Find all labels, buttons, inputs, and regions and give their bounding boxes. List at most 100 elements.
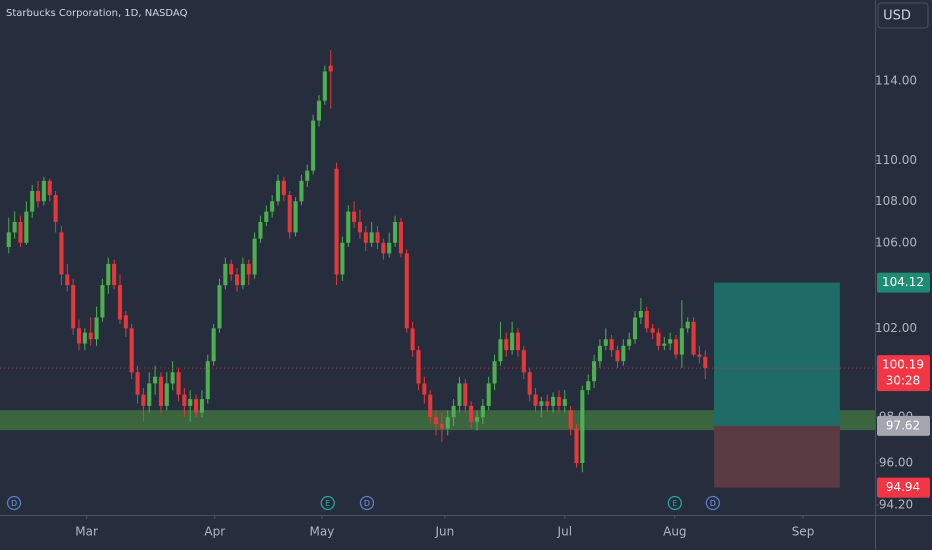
candle-body bbox=[586, 381, 591, 391]
candle-body bbox=[229, 263, 234, 275]
event-label: E bbox=[325, 499, 330, 508]
candle-body bbox=[545, 401, 550, 406]
y-tick-label: 94.20 bbox=[879, 498, 913, 512]
candle-body bbox=[445, 417, 450, 429]
x-tick-label: May bbox=[310, 525, 335, 539]
candle-body bbox=[275, 180, 281, 202]
candle-body bbox=[504, 339, 509, 351]
candle-body bbox=[246, 263, 251, 275]
plot-area bbox=[0, 50, 875, 488]
candle-body bbox=[205, 361, 210, 400]
candle-body bbox=[240, 263, 245, 286]
y-tick-label: 110.00 bbox=[875, 153, 917, 167]
currency-box[interactable] bbox=[877, 2, 929, 29]
candle-body bbox=[158, 376, 164, 406]
candle-body bbox=[527, 372, 532, 395]
candle-body bbox=[463, 383, 468, 406]
candle-body bbox=[387, 242, 392, 254]
candle-body bbox=[94, 317, 99, 340]
candle-body bbox=[182, 394, 187, 406]
event-marker bbox=[320, 495, 335, 511]
candle-body bbox=[311, 120, 316, 171]
candle-body bbox=[428, 394, 433, 418]
event-marker bbox=[667, 495, 682, 511]
last-price-box bbox=[877, 355, 930, 392]
candle-body bbox=[328, 65, 333, 72]
candle-body bbox=[410, 328, 415, 351]
chart-title: Starbucks Corporation, 1D, NASDAQ bbox=[6, 8, 188, 19]
candle-body bbox=[393, 221, 398, 243]
event-label: D bbox=[364, 499, 370, 508]
candle-body bbox=[439, 424, 444, 429]
candle-body bbox=[685, 321, 690, 329]
candle-body bbox=[141, 394, 146, 406]
candle-body bbox=[135, 372, 140, 395]
candle-body bbox=[334, 168, 339, 275]
y-tick-label: 102.00 bbox=[875, 321, 917, 335]
stop-label: 94.94 bbox=[886, 480, 920, 494]
candle-body bbox=[88, 332, 93, 340]
candle-body bbox=[492, 361, 497, 384]
candle-body bbox=[299, 180, 304, 202]
candle-body bbox=[352, 211, 357, 222]
candle-body bbox=[609, 339, 614, 351]
candle-body bbox=[6, 232, 11, 248]
candle-body bbox=[703, 356, 708, 369]
candle-body bbox=[252, 238, 257, 275]
candle-body bbox=[656, 332, 661, 346]
candle-body bbox=[533, 394, 538, 406]
candle-body bbox=[76, 328, 82, 344]
candle-body bbox=[416, 350, 421, 384]
candle-body bbox=[47, 180, 52, 196]
candle-body bbox=[568, 410, 573, 429]
candle-body bbox=[510, 332, 515, 351]
stop-label-box bbox=[877, 477, 930, 498]
candle-body bbox=[357, 221, 362, 233]
target-label: 104.12 bbox=[882, 275, 924, 289]
candle-body bbox=[223, 263, 228, 286]
candle-body bbox=[551, 396, 556, 406]
candle-body bbox=[106, 263, 111, 286]
candle-body bbox=[673, 339, 679, 355]
candle-body bbox=[363, 232, 368, 243]
candle-body bbox=[592, 361, 597, 382]
position-profit bbox=[714, 282, 840, 426]
candle-body bbox=[662, 343, 667, 346]
candle-body bbox=[100, 285, 105, 318]
candle-body bbox=[679, 328, 684, 355]
candle-body bbox=[322, 71, 327, 101]
x-tick-label: Jun bbox=[434, 525, 454, 539]
candle-body bbox=[486, 383, 491, 406]
position-loss bbox=[714, 425, 840, 488]
event-label: D bbox=[11, 499, 17, 508]
currency-label: USD bbox=[883, 9, 911, 24]
candle-body bbox=[691, 321, 696, 355]
candle-body bbox=[188, 399, 193, 406]
candle-body bbox=[194, 399, 199, 413]
candle-body bbox=[234, 274, 240, 286]
candle-body bbox=[18, 221, 23, 243]
candle-body bbox=[170, 372, 175, 384]
candle-body bbox=[59, 232, 64, 275]
candle-body bbox=[123, 315, 128, 329]
candle-body bbox=[65, 274, 70, 286]
candle-body bbox=[176, 372, 181, 395]
candle-body bbox=[697, 354, 702, 357]
entry-label-box bbox=[877, 415, 930, 436]
candle-body bbox=[644, 310, 649, 329]
event-marker bbox=[705, 495, 721, 511]
candle-body bbox=[480, 405, 485, 418]
candle-body bbox=[381, 242, 386, 254]
candle-body bbox=[164, 383, 169, 406]
candle-body bbox=[638, 310, 643, 318]
candle-body bbox=[451, 405, 456, 418]
candle-body bbox=[650, 328, 655, 333]
candle-body bbox=[129, 328, 134, 373]
x-tick-label: Jul bbox=[557, 525, 572, 539]
candle-body bbox=[287, 195, 292, 233]
candle-body bbox=[580, 390, 585, 464]
candle-body bbox=[474, 417, 480, 422]
candle-body bbox=[515, 332, 521, 351]
